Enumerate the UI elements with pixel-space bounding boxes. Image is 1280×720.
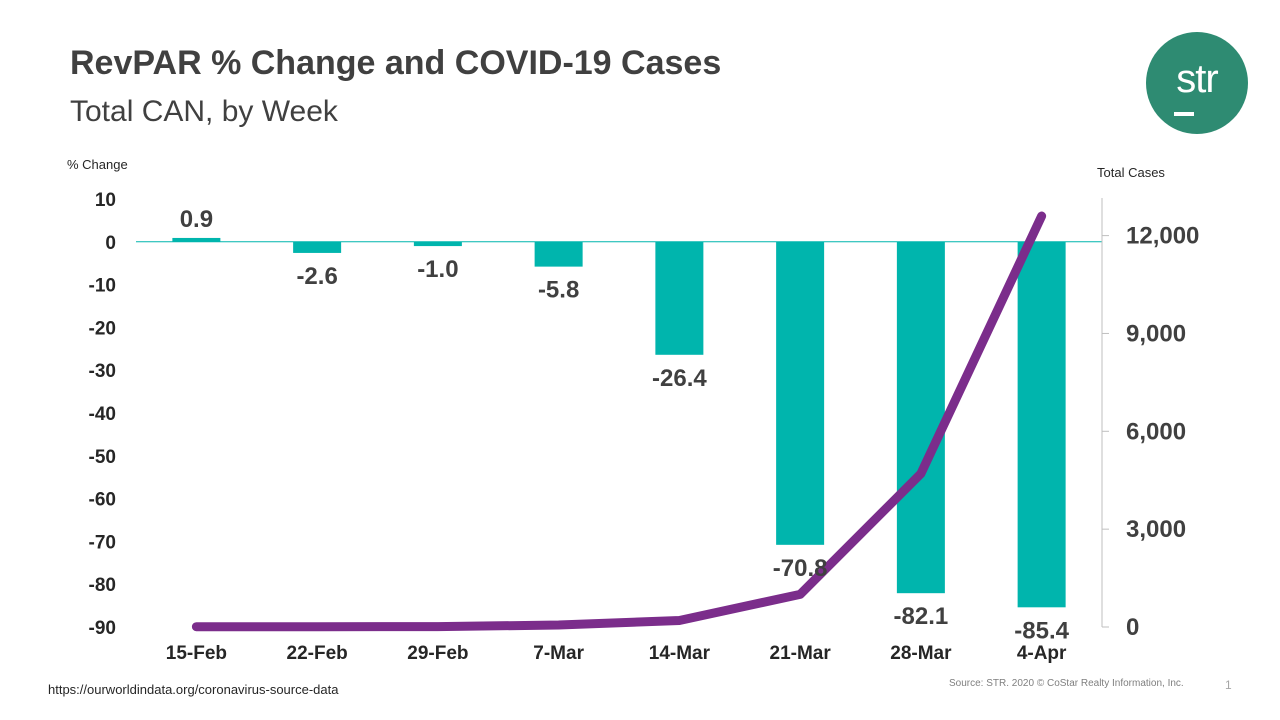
left-tick-label: -70 (89, 532, 116, 553)
bar (172, 237, 221, 242)
bar (655, 241, 704, 355)
right-tick-label: 0 (1126, 614, 1139, 641)
left-tick-label: -10 (89, 276, 116, 297)
bar-data-labels: 0.9 -2.6 -1.0 -5.8 -26.4 -70.8 -82.1 -85.4 (180, 206, 1070, 644)
right-tick-label: 6,000 (1126, 418, 1186, 445)
bar-data-label: -1.0 (417, 256, 458, 283)
category-label: 15-Feb (166, 643, 227, 664)
bar-data-label: -82.1 (894, 603, 949, 630)
bar (534, 241, 583, 267)
cases-line (191, 211, 1047, 632)
page-number: 1 (1225, 678, 1232, 692)
left-tick-label: 0 (105, 233, 116, 254)
category-label: 7-Mar (533, 643, 584, 664)
left-tick-label: -80 (89, 575, 116, 596)
left-tick-label: -60 (89, 490, 116, 511)
left-tick-label: -90 (89, 618, 116, 639)
bar (413, 241, 462, 247)
bar-data-label: 0.9 (180, 206, 213, 233)
bar (896, 241, 945, 594)
right-axis: 0 3,000 6,000 9,000 12,000 (1101, 198, 1199, 641)
source-credit: Source: STR. 2020 © CoStar Realty Inform… (949, 678, 1184, 689)
bar (293, 241, 342, 253)
right-axis-label: Total Cases (1097, 165, 1165, 180)
bar-data-label: -5.8 (538, 277, 579, 304)
left-tick-label: 10 (95, 190, 116, 211)
left-axis-label: % Change (67, 157, 128, 172)
bar-data-label: -26.4 (652, 365, 707, 392)
right-tick-label: 12,000 (1126, 223, 1199, 250)
bar-data-label: -85.4 (1014, 617, 1069, 644)
category-labels: 15-Feb 22-Feb 29-Feb 7-Mar 14-Mar 21-Mar 28-Ma… (166, 643, 1067, 664)
category-label: 29-Feb (407, 643, 468, 664)
bar-data-label: -70.8 (773, 555, 828, 582)
category-label: 14-Mar (649, 643, 711, 664)
left-tick-label: -30 (89, 361, 116, 382)
category-label: 21-Mar (770, 643, 832, 664)
bar-data-label: -2.6 (296, 263, 337, 290)
bar (776, 241, 825, 545)
category-label: 4-Apr (1017, 643, 1067, 664)
category-label: 28-Mar (890, 643, 952, 664)
source-url: https://ourworldindata.org/coronavirus-s… (48, 682, 339, 697)
logo-text: str (1176, 57, 1218, 101)
right-tick-label: 3,000 (1126, 516, 1186, 543)
left-tick-label: -50 (89, 447, 116, 468)
category-label: 22-Feb (287, 643, 348, 664)
chart-subtitle: Total CAN, by Week (70, 95, 338, 128)
left-tick-label: -40 (89, 404, 116, 425)
right-tick-label: 9,000 (1126, 320, 1186, 347)
logo-underline (1174, 112, 1194, 116)
chart-title: RevPAR % Change and COVID-19 Cases (70, 44, 722, 82)
bar-series (172, 237, 1066, 608)
left-axis-ticks: 10 0 -10 -20 -30 -40 -50 -60 -70 -80 -90 (89, 190, 116, 639)
left-tick-label: -20 (89, 318, 116, 339)
cases-line-series (191, 211, 1047, 632)
bar (1017, 241, 1066, 608)
str-logo: str (1146, 32, 1248, 134)
